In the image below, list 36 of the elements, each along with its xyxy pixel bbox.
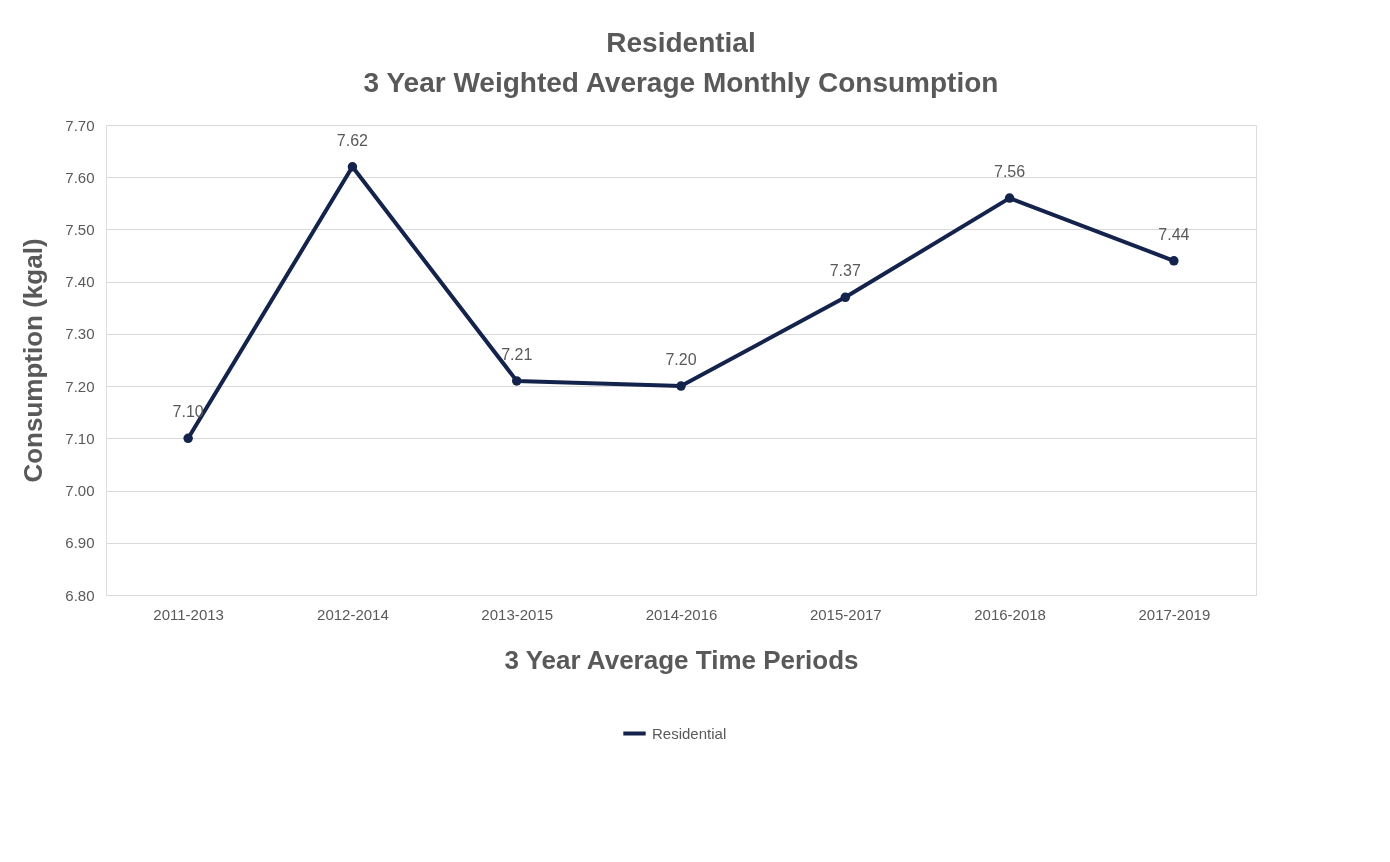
point [183, 433, 193, 444]
y-tick-label: 7.40 [65, 273, 95, 291]
x-axis-title: 3 Year Average Time Periods [504, 644, 859, 675]
y-tick-label: 7.00 [65, 482, 95, 500]
y-tick-label: 7.60 [65, 168, 95, 186]
y-tick-label: 7.30 [65, 325, 95, 343]
data-label: 7.37 [829, 262, 861, 280]
x-tick-label: 2011-2013 [153, 605, 224, 623]
y-axis-title: Consumption (kgal) [18, 238, 49, 483]
data-label: 7.62 [336, 131, 369, 149]
chart-subtitle: 3 Year Weighted Average Monthly Consumption [363, 67, 999, 98]
point [511, 376, 522, 386]
data-label: 7.21 [501, 345, 533, 363]
y-tick-label: 6.90 [65, 534, 95, 552]
point [840, 292, 851, 303]
legend-label: Residential [652, 724, 727, 742]
point [1169, 256, 1179, 266]
x-tick-label: 2014-2016 [645, 605, 718, 623]
x-tick-label: 2015-2017 [809, 605, 882, 623]
data-label: 7.10 [172, 403, 204, 421]
x-tick-label: 2013-2015 [481, 605, 554, 623]
point [347, 162, 358, 172]
x-tick-label: 2012-2014 [317, 605, 389, 623]
data-label: 7.20 [665, 351, 697, 369]
y-tick-label: 7.70 [65, 116, 95, 134]
chart-title: Residential [606, 27, 756, 58]
point [1004, 193, 1015, 203]
data-label: 7.44 [1158, 225, 1190, 243]
y-tick-label: 7.10 [65, 429, 95, 447]
x-tick-label: 2016-2018 [974, 605, 1046, 623]
y-tick-label: 7.50 [65, 220, 95, 238]
point [676, 381, 686, 391]
data-label: 7.56 [994, 163, 1026, 181]
y-tick-label: 7.20 [65, 377, 95, 395]
x-tick-label: 2017-2019 [1138, 605, 1211, 623]
y-tick-label: 6.80 [65, 586, 95, 604]
